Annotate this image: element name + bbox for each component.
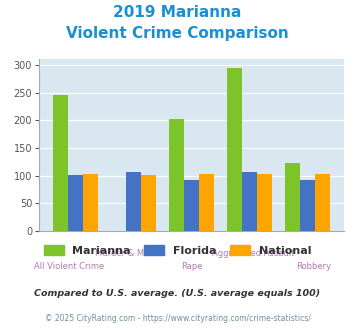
- Bar: [169, 119, 184, 231]
- Bar: [300, 180, 315, 231]
- Text: Rape: Rape: [181, 262, 202, 271]
- Bar: [242, 172, 257, 231]
- Bar: [184, 180, 199, 231]
- Bar: [285, 163, 300, 231]
- Bar: [315, 174, 331, 231]
- Text: Compared to U.S. average. (U.S. average equals 100): Compared to U.S. average. (U.S. average …: [34, 289, 321, 298]
- Text: 2019 Marianna: 2019 Marianna: [113, 5, 242, 20]
- Bar: [227, 68, 242, 231]
- Text: All Violent Crime: All Violent Crime: [34, 262, 105, 271]
- Bar: [257, 174, 272, 231]
- Bar: [141, 175, 156, 231]
- Legend: Marianna, Florida, National: Marianna, Florida, National: [39, 241, 316, 260]
- Bar: [68, 175, 83, 231]
- Text: © 2025 CityRating.com - https://www.cityrating.com/crime-statistics/: © 2025 CityRating.com - https://www.city…: [45, 314, 310, 323]
- Text: Violent Crime Comparison: Violent Crime Comparison: [66, 26, 289, 41]
- Bar: [199, 174, 214, 231]
- Bar: [53, 95, 68, 231]
- Text: Robbery: Robbery: [296, 262, 331, 271]
- Bar: [83, 174, 98, 231]
- Text: Murder & Mans...: Murder & Mans...: [95, 249, 166, 258]
- Text: Aggravated Assault: Aggravated Assault: [212, 249, 294, 258]
- Bar: [126, 172, 141, 231]
